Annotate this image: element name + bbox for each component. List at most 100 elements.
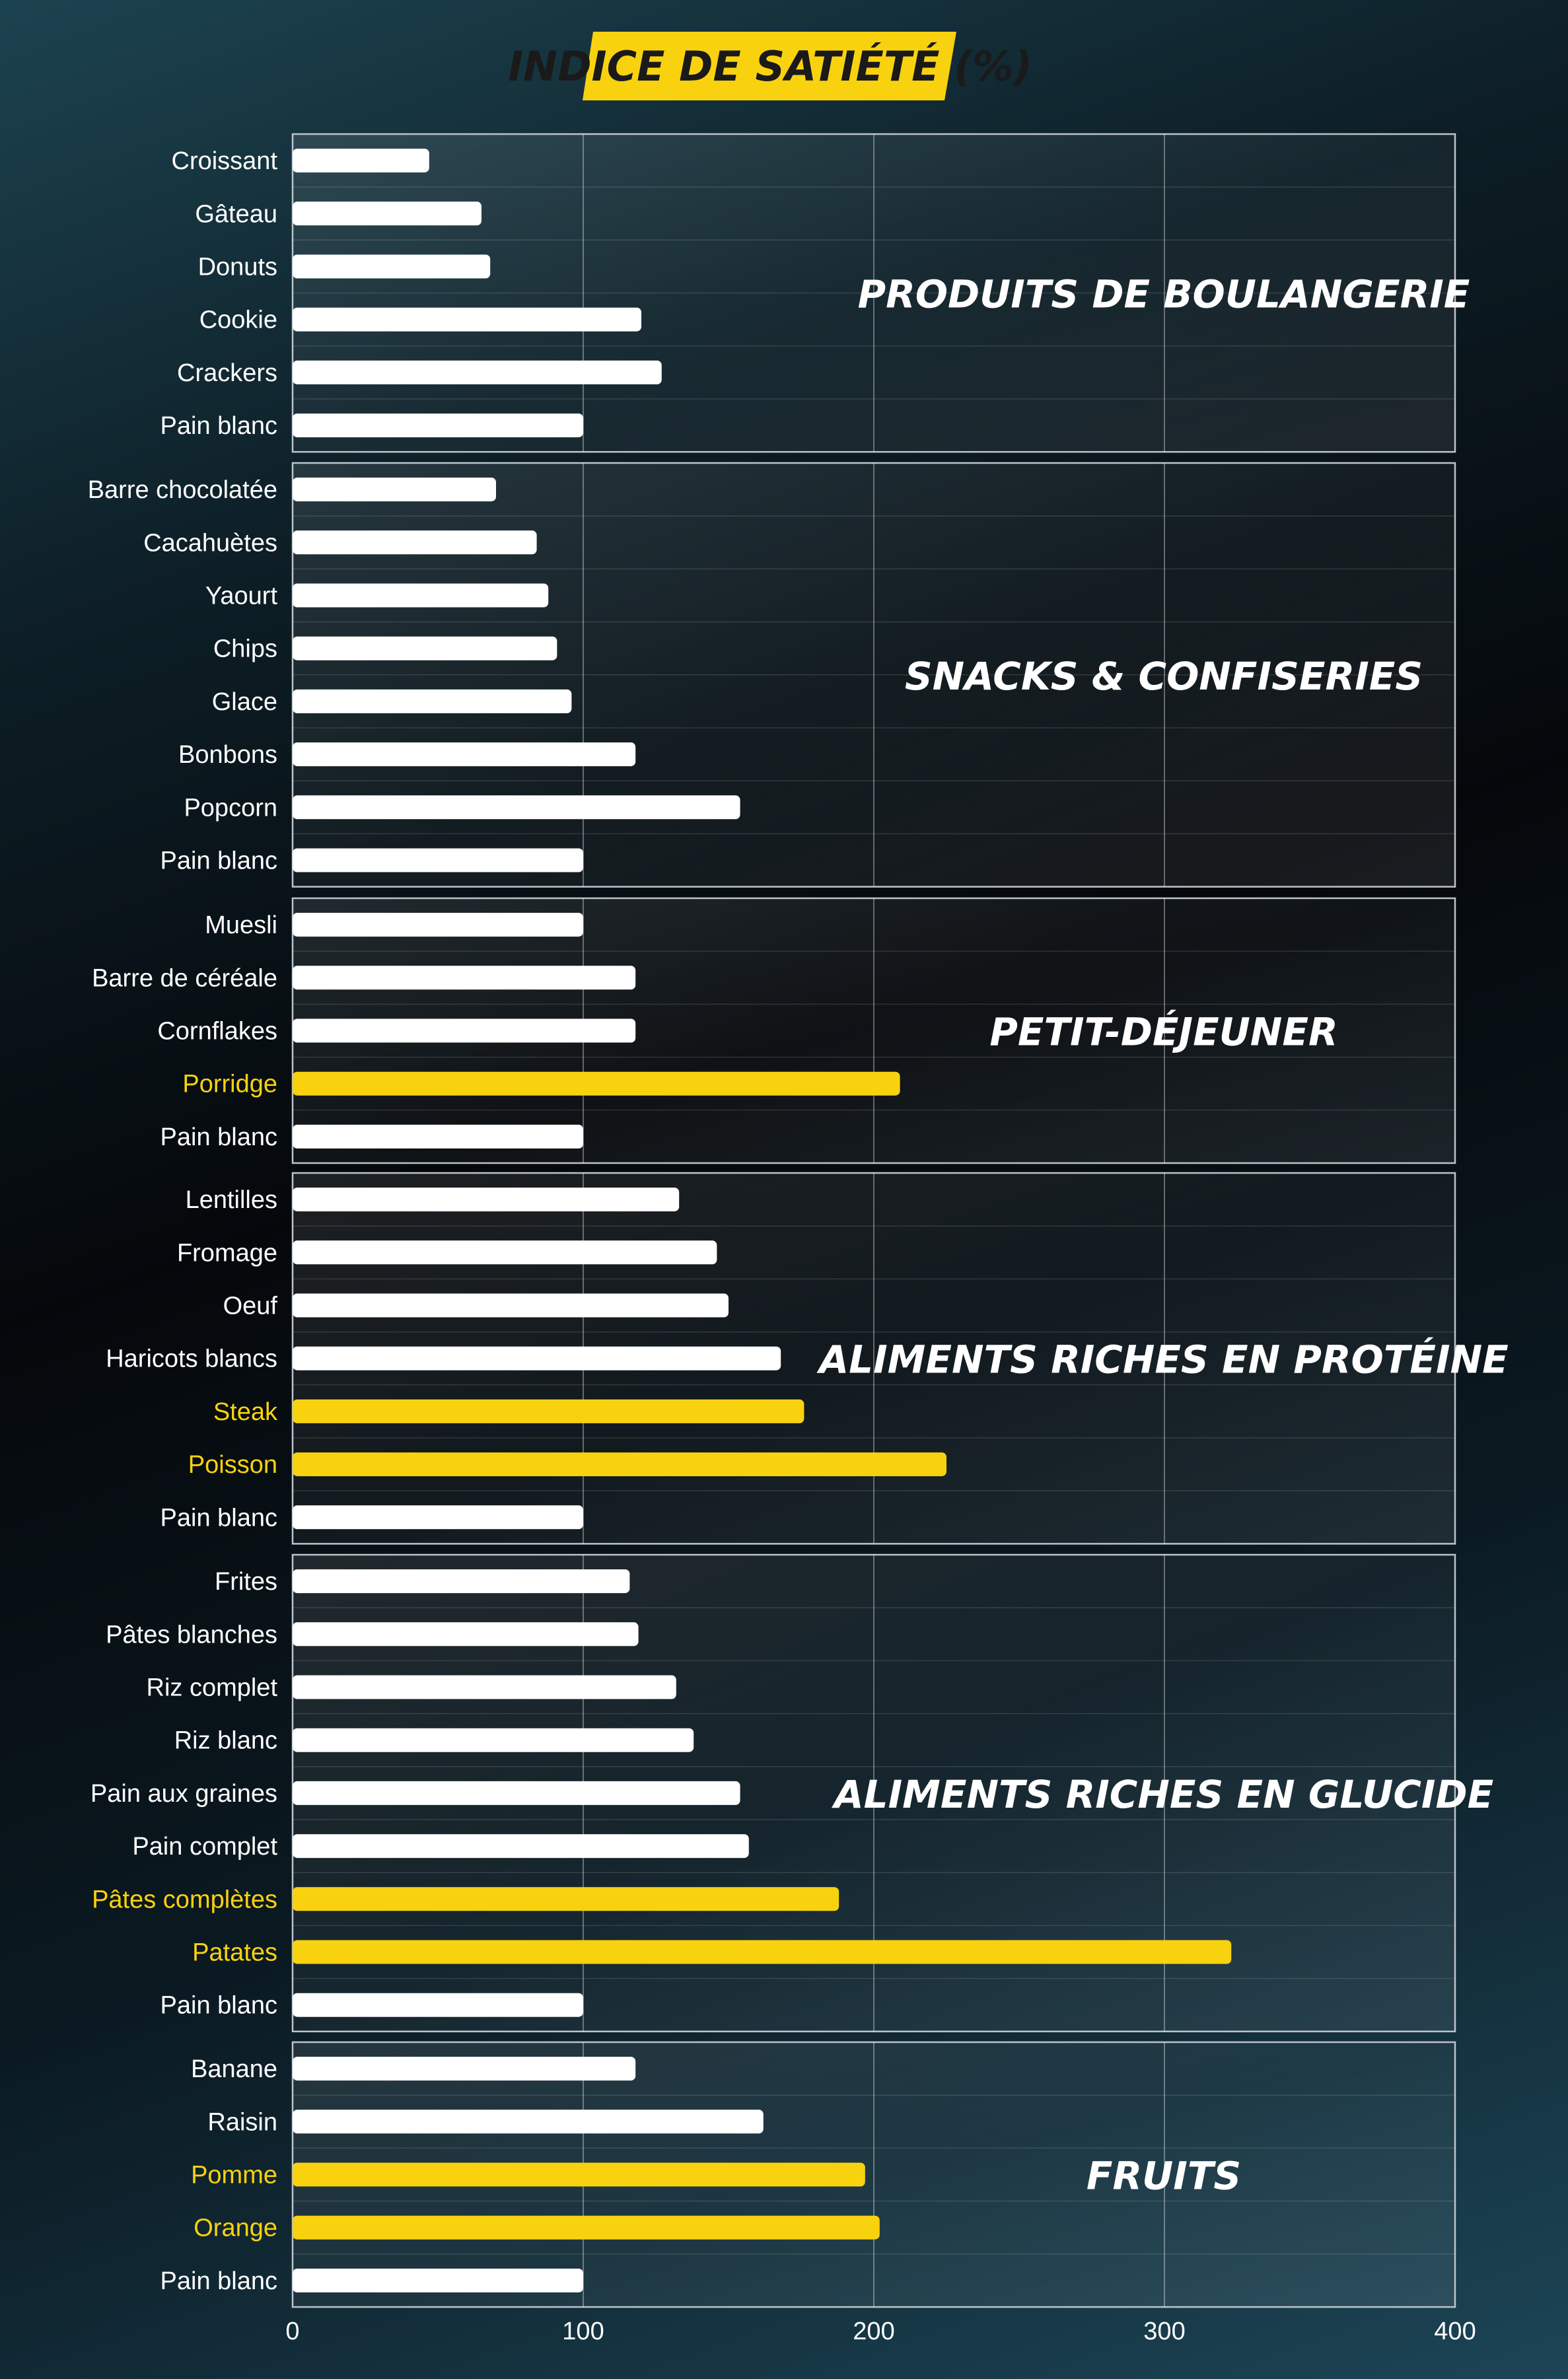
group-5: Banane Raisin Pomme Orange Pain blanc FRUITS xyxy=(160,2041,1456,2308)
bar-haricots-blancs xyxy=(293,1346,781,1370)
bar-pain-complet xyxy=(293,1834,749,1859)
group-label: PETIT-DÉJEUNER xyxy=(989,1009,1337,1055)
category-label: Pomme xyxy=(191,2162,277,2189)
category-label: Pain blanc xyxy=(160,1504,277,1532)
bar-pomme xyxy=(293,2162,865,2187)
bar-steak xyxy=(293,1399,804,1423)
bar-pain-blanc xyxy=(293,2268,583,2292)
bar-yaourt xyxy=(293,583,549,608)
bar-crackers xyxy=(293,360,662,384)
category-label: Gâteau xyxy=(195,200,277,228)
bar-lentilles xyxy=(293,1188,680,1212)
chart-title: INDICE DE SATIÉTÉ (%) xyxy=(508,42,1032,90)
group-label: ALIMENTS RICHES EN PROTÉINE xyxy=(816,1337,1509,1382)
group-1: Barre chocolatée Cacahuètes Yaourt Chips Gla… xyxy=(88,462,1456,888)
category-label: Steak xyxy=(213,1398,278,1426)
group-0: Croissant Gâteau Donuts Cookie Crackers Pain … xyxy=(160,133,1470,453)
category-label: Porridge xyxy=(182,1071,277,1098)
category-label: Cookie xyxy=(199,306,277,334)
bar-pain-blanc xyxy=(293,848,583,872)
bar-chips xyxy=(293,636,557,660)
category-label: Riz blanc xyxy=(174,1727,277,1755)
bar-popcorn xyxy=(293,795,740,820)
category-label: Croissant xyxy=(172,147,278,175)
category-label: Haricots blancs xyxy=(106,1345,277,1373)
category-label: Popcorn xyxy=(184,794,277,822)
bar-banane xyxy=(293,2057,636,2081)
category-label: Yaourt xyxy=(205,583,278,610)
category-label: Muesli xyxy=(205,911,277,939)
x-tick-label: 200 xyxy=(853,2318,894,2345)
category-label: Barre chocolatée xyxy=(88,476,277,504)
bar-donuts xyxy=(293,254,491,279)
bar-cacahu-tes xyxy=(293,530,537,555)
x-tick-label: 0 xyxy=(285,2318,299,2345)
bar-pain-blanc xyxy=(293,1505,583,1530)
group-label: PRODUITS DE BOULANGERIE xyxy=(858,272,1470,317)
x-tick-label: 300 xyxy=(1143,2318,1185,2345)
category-label: Pâtes blanches xyxy=(106,1621,277,1649)
bar-glace xyxy=(293,689,572,713)
category-label: Pain complet xyxy=(132,1833,277,1861)
category-label: Oeuf xyxy=(223,1293,278,1320)
group-2: Muesli Barre de céréale Cornflakes Porridge… xyxy=(92,897,1456,1164)
category-label: Cornflakes xyxy=(157,1018,277,1046)
category-label: Orange xyxy=(194,2215,277,2242)
bar-pain-blanc xyxy=(293,413,583,438)
category-label: Donuts xyxy=(198,254,277,281)
group-3: Lentilles Fromage Oeuf Haricots blancs Steak… xyxy=(106,1172,1509,1545)
group-label: FRUITS xyxy=(1087,2154,1241,2199)
group-label: ALIMENTS RICHES EN GLUCIDE xyxy=(832,1772,1494,1817)
x-tick-label: 400 xyxy=(1434,2318,1476,2345)
bar-orange xyxy=(293,2215,880,2240)
bar-frites xyxy=(293,1569,630,1594)
x-tick-label: 100 xyxy=(562,2318,604,2345)
x-axis-ticks: 0 100 200 300 400 xyxy=(285,2318,1476,2345)
category-label: Patates xyxy=(192,1939,277,1967)
category-label: Pain blanc xyxy=(160,1992,277,2020)
category-label: Poisson xyxy=(188,1451,277,1479)
bar-pain-blanc xyxy=(293,1993,583,2017)
category-label: Crackers xyxy=(177,359,277,387)
category-label: Riz complet xyxy=(147,1674,278,1702)
category-label: Pâtes complètes xyxy=(92,1886,277,1913)
category-label: Raisin xyxy=(207,2108,277,2136)
group-4: Frites Pâtes blanches Riz complet Riz blanc… xyxy=(90,1553,1494,2033)
group-panel xyxy=(291,133,1456,453)
bar-bonbons xyxy=(293,742,636,767)
bar-p-tes-compl-tes xyxy=(293,1887,839,1911)
category-label: Banane xyxy=(191,2055,277,2083)
bar-poisson xyxy=(293,1452,946,1477)
bar-patates xyxy=(293,1940,1232,1964)
category-label: Pain aux graines xyxy=(90,1780,277,1808)
bar-raisin xyxy=(293,2110,764,2134)
bar-riz-complet xyxy=(293,1675,676,1699)
bar-croissant xyxy=(293,149,429,173)
category-label: Fromage xyxy=(177,1239,277,1267)
bar-porridge xyxy=(293,1071,900,1096)
bar-g-teau xyxy=(293,201,481,226)
bar-pain-blanc xyxy=(293,1124,583,1149)
category-label: Pain blanc xyxy=(160,847,277,875)
bar-fromage xyxy=(293,1240,717,1265)
bar-barre-chocolat-e xyxy=(293,478,496,502)
bar-cookie xyxy=(293,307,641,332)
category-label: Pain blanc xyxy=(160,2267,277,2295)
category-label: Pain blanc xyxy=(160,1123,277,1151)
bar-muesli xyxy=(293,913,583,937)
bar-riz-blanc xyxy=(293,1728,694,1752)
category-label: Barre de céréale xyxy=(92,964,277,992)
category-label: Glace xyxy=(212,688,277,716)
category-label: Pain blanc xyxy=(160,412,277,440)
category-label: Bonbons xyxy=(178,741,277,769)
title-banner: INDICE DE SATIÉTÉ (%) xyxy=(508,32,1032,100)
bar-p-tes-blanches xyxy=(293,1622,639,1647)
bar-barre-de-c-r-ale xyxy=(293,966,636,990)
category-label: Lentilles xyxy=(186,1186,277,1214)
bar-groups: Croissant Gâteau Donuts Cookie Crackers Pain … xyxy=(88,133,1509,2308)
category-label: Chips xyxy=(213,635,277,663)
bar-oeuf xyxy=(293,1293,729,1318)
category-label: Cacahuètes xyxy=(143,529,277,557)
bar-cornflakes xyxy=(293,1018,636,1043)
